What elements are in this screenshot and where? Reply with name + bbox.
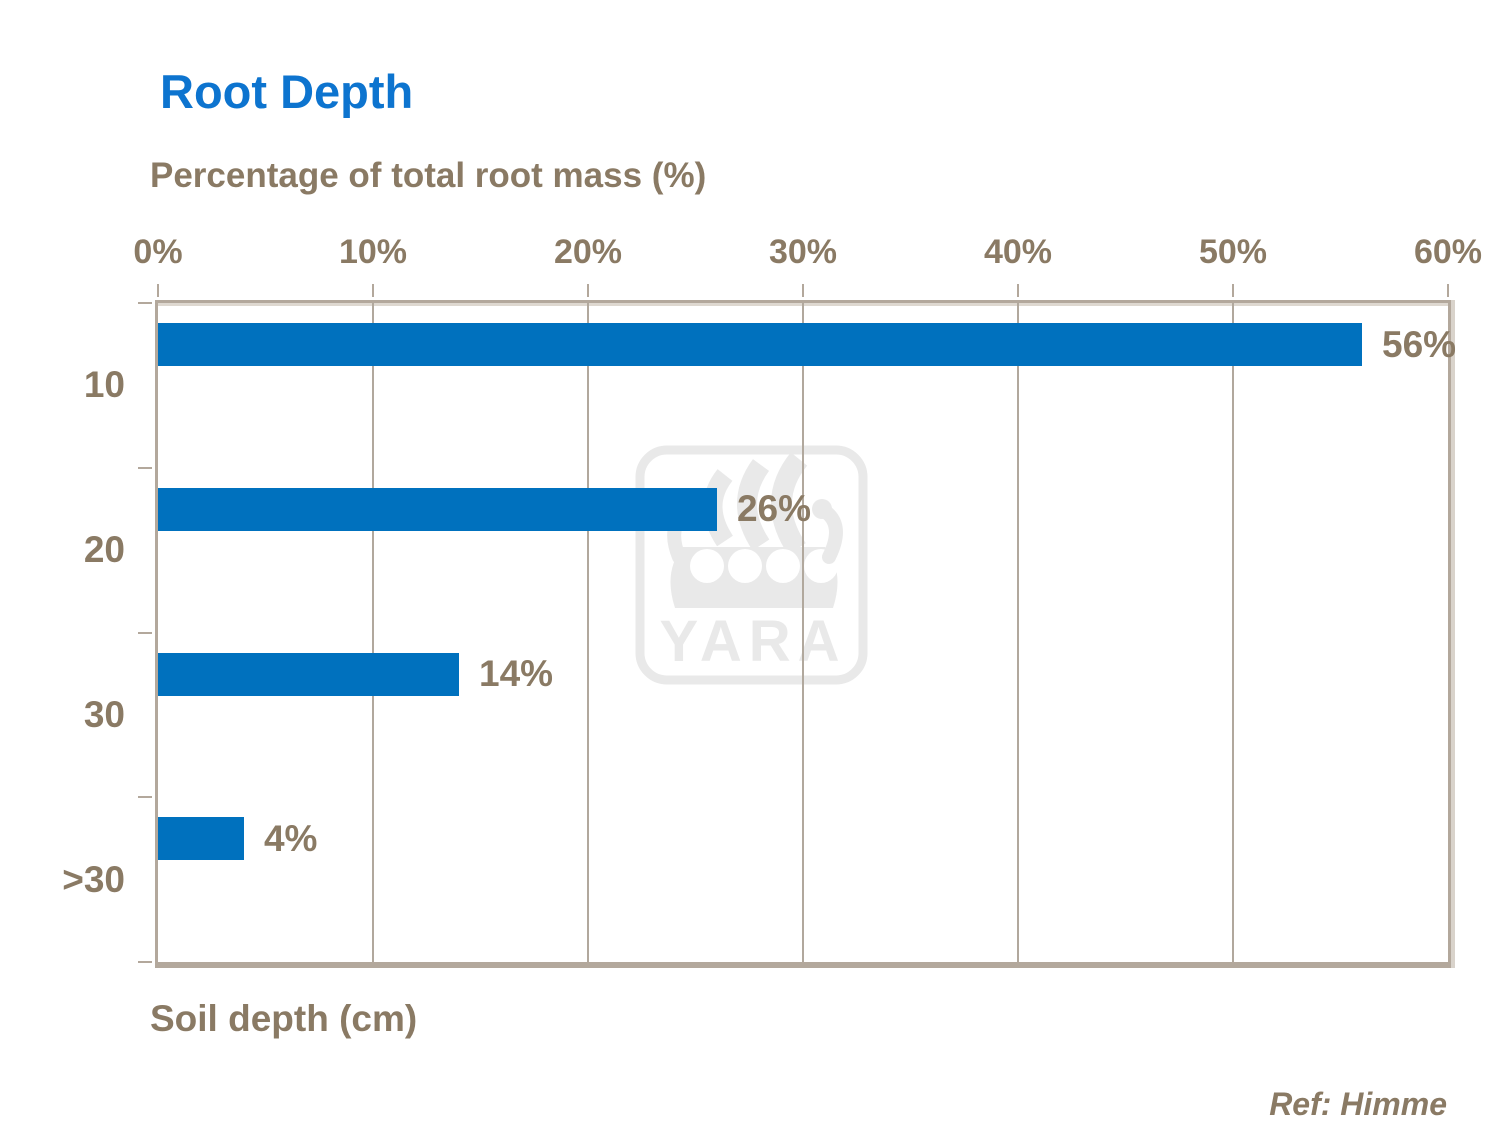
y-axis-tick-mark <box>138 961 152 963</box>
bar-value-label: 14% <box>479 653 554 694</box>
yara-logo-watermark: YARA <box>635 445 868 685</box>
x-tick-label: 0% <box>133 233 183 271</box>
x-axis-tick-mark <box>157 284 159 297</box>
bar-20 <box>158 487 717 531</box>
bar-value-label: 26% <box>736 488 812 530</box>
y-axis-title: Soil depth (cm) <box>150 998 418 1039</box>
x-axis-title: Percentage of total root mass (%) <box>150 156 707 195</box>
y-axis-tick-mark <box>138 302 152 304</box>
x-tick-label: 10% <box>338 233 408 271</box>
x-tick-label: 50% <box>1198 233 1268 271</box>
category-label: 30 <box>83 693 125 735</box>
x-axis-tick-mark <box>372 284 374 297</box>
plot-area: YARA 56% 10 26% 20 14% 30 4% >30 <box>62 284 1456 968</box>
gridline <box>372 303 374 962</box>
reference-label: Ref: Himme <box>1269 1086 1447 1122</box>
x-axis-tick-mark <box>1017 284 1019 297</box>
category-label: 10 <box>83 364 125 406</box>
y-axis-tick-mark <box>138 796 152 799</box>
category-label: 20 <box>83 529 125 571</box>
x-axis-tick-labels: 0% 10% 20% 30% 40% 50% 60% <box>133 233 1482 275</box>
y-axis-tick-mark <box>138 631 152 634</box>
x-tick-label: 30% <box>768 233 838 271</box>
x-axis-tick-mark <box>1447 284 1449 297</box>
gridline <box>1017 303 1019 962</box>
x-axis-tick-mark <box>1232 284 1234 297</box>
page-title: Root Depth <box>160 65 414 118</box>
gridline <box>802 303 804 962</box>
x-tick-label: 20% <box>553 233 623 271</box>
category-label: >30 <box>62 858 125 900</box>
x-axis-tick-mark <box>802 284 804 297</box>
watermark-wordmark: YARA <box>659 609 846 674</box>
bar-value-label: 56% <box>1382 323 1457 365</box>
bar-value-label: 4% <box>263 817 318 859</box>
gridline <box>587 303 589 962</box>
x-axis-tick-mark <box>587 284 589 297</box>
y-axis-tick-mark <box>138 466 152 469</box>
bar-30 <box>158 652 459 696</box>
x-tick-label: 40% <box>983 233 1053 271</box>
gridline <box>1232 303 1234 962</box>
bar-10 <box>158 323 1362 366</box>
bar->30 <box>158 817 244 861</box>
x-tick-label: 60% <box>1413 233 1483 271</box>
